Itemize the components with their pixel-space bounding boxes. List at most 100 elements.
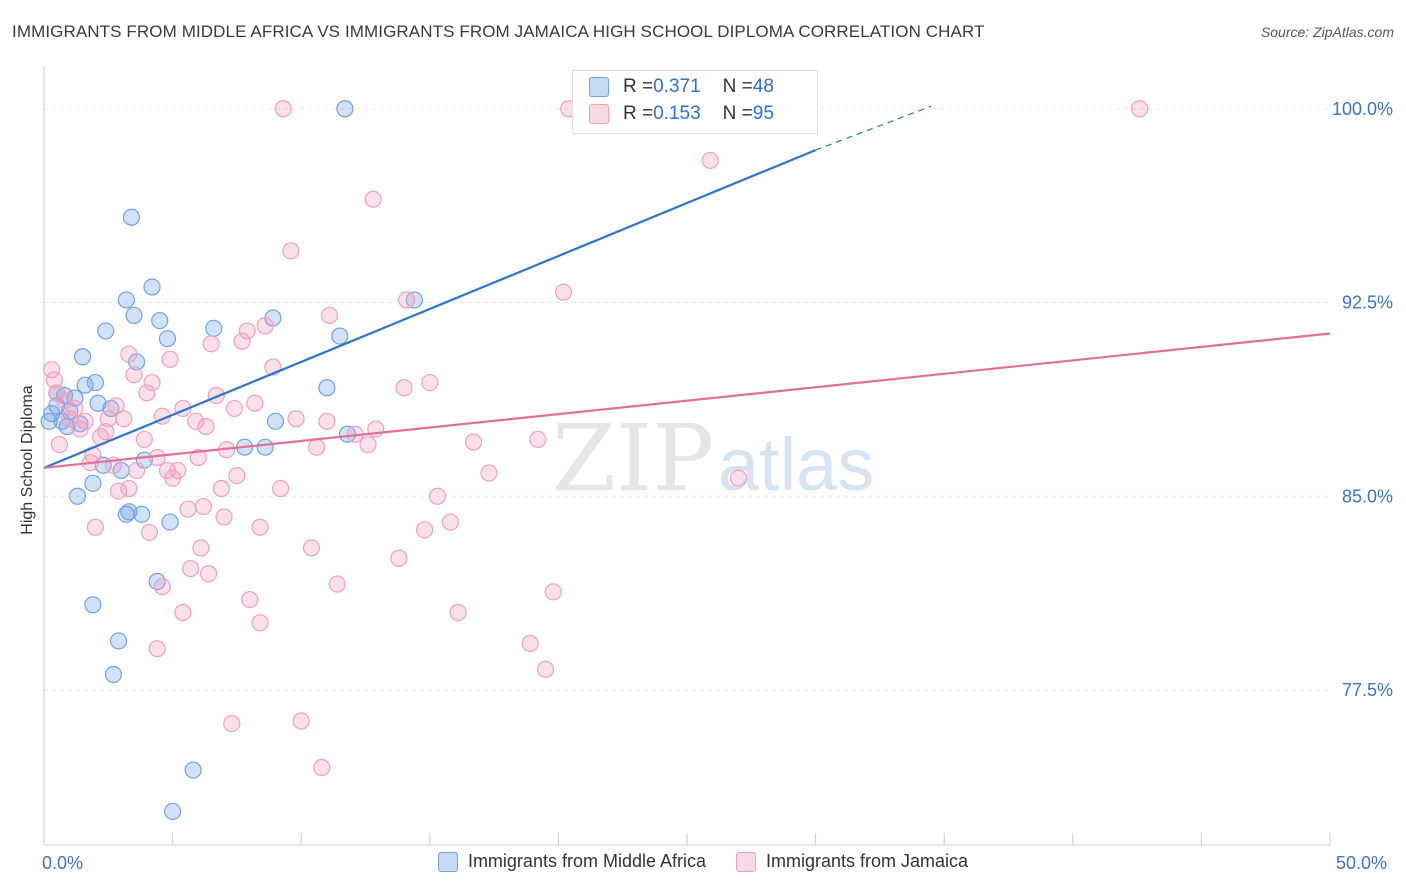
point-middle-africa [125, 306, 143, 325]
point-jamaica [274, 100, 292, 118]
point-jamaica [120, 479, 138, 498]
point-middle-africa [148, 572, 166, 591]
point-jamaica [251, 518, 269, 536]
data-points [40, 100, 1149, 821]
point-middle-africa [336, 100, 354, 118]
point-jamaica [120, 345, 138, 363]
stats-swatch-jamaica [589, 104, 609, 124]
point-jamaica [464, 433, 483, 451]
stats-row-middle-africa: R = 0.371 N = 48 [589, 76, 774, 98]
point-middle-africa [318, 379, 336, 397]
watermark-atlas: atlas [718, 423, 874, 506]
point-jamaica [143, 373, 161, 392]
point-jamaica [189, 448, 207, 467]
point-middle-africa [84, 474, 102, 492]
r-value: 0.153 [653, 103, 701, 124]
point-jamaica [66, 399, 84, 418]
n-label: N = [722, 76, 753, 97]
point-jamaica [76, 412, 94, 430]
point-jamaica [536, 660, 555, 678]
point-jamaica [287, 410, 305, 428]
point-jamaica [302, 539, 321, 557]
point-jamaica [308, 438, 326, 456]
trend-line-middle-africa [43, 149, 817, 469]
point-middle-africa [164, 802, 182, 821]
y-axis-label: High School Diploma [19, 385, 36, 535]
point-jamaica [215, 508, 233, 526]
legend-swatch-middle-africa [437, 851, 458, 872]
point-jamaica [153, 578, 171, 596]
point-jamaica [169, 461, 187, 480]
n-label: N = [722, 103, 753, 124]
chart-title: IMMIGRANTS FROM MIDDLE AFRICA VS IMMIGRA… [12, 22, 985, 41]
point-middle-africa [266, 412, 285, 430]
point-jamaica [125, 366, 143, 384]
point-jamaica [174, 603, 192, 622]
legend-label-jamaica: Immigrants from Jamaica [766, 851, 969, 871]
grid-lines [44, 108, 1330, 691]
point-middle-africa [84, 596, 102, 614]
point-middle-africa [122, 208, 141, 226]
trend-line-extension [815, 105, 932, 151]
point-jamaica [43, 361, 61, 379]
point-jamaica [328, 575, 346, 593]
point-jamaica [544, 583, 562, 601]
point-middle-africa [89, 394, 107, 412]
point-middle-africa [151, 311, 169, 330]
point-jamaica [109, 482, 128, 500]
point-jamaica [364, 190, 382, 208]
point-jamaica [359, 435, 377, 454]
point-jamaica [1131, 100, 1149, 118]
point-jamaica [729, 469, 748, 487]
point-jamaica [521, 634, 539, 653]
point-jamaica [313, 758, 331, 777]
point-jamaica [390, 549, 408, 567]
r-value: 0.371 [653, 76, 701, 97]
point-jamaica [421, 373, 439, 392]
point-middle-africa [40, 412, 58, 430]
point-middle-africa [76, 376, 94, 394]
point-jamaica [529, 430, 547, 449]
x-tick-label-min: 0.0% [42, 853, 84, 873]
legend: Immigrants from Middle Africa Immigrants… [0, 851, 1406, 872]
point-jamaica [212, 479, 231, 498]
point-middle-africa [73, 348, 92, 366]
point-jamaica [292, 712, 310, 730]
legend-swatch-jamaica [736, 851, 756, 872]
y-tick-label: 85.0% [1342, 486, 1393, 506]
point-jamaica [161, 350, 179, 368]
watermark: ZIP atlas [552, 405, 874, 512]
point-jamaica [127, 461, 146, 480]
point-jamaica [554, 283, 573, 301]
point-jamaica [398, 291, 416, 309]
point-middle-africa [120, 503, 138, 521]
n-value: 95 [752, 103, 774, 124]
point-middle-africa [133, 505, 151, 523]
point-jamaica [138, 384, 156, 402]
watermark-zip: ZIP [552, 405, 714, 512]
point-middle-africa [161, 513, 179, 531]
point-jamaica [187, 412, 205, 430]
point-jamaica [233, 332, 251, 350]
point-middle-africa [109, 632, 128, 650]
point-jamaica [428, 487, 447, 505]
point-jamaica [182, 559, 200, 578]
trend-line-jamaica [43, 332, 1331, 469]
stats-legend: R = 0.371 N = 48 R = 0.153 N = 95 [572, 70, 818, 134]
n-value: 48 [752, 76, 774, 97]
point-middle-africa [97, 322, 115, 340]
trend-lines [43, 105, 1331, 469]
point-middle-africa [68, 487, 87, 505]
point-jamaica [395, 379, 413, 397]
point-jamaica [50, 435, 69, 454]
point-jamaica [200, 565, 218, 583]
point-middle-africa [331, 327, 349, 345]
point-jamaica [320, 306, 339, 325]
point-jamaica [480, 464, 498, 482]
legend-item-middle-africa: Immigrants from Middle Africa [437, 851, 706, 872]
point-jamaica [86, 518, 105, 536]
r-label: R = [623, 103, 654, 124]
stats-row-jamaica: R = 0.153 N = 95 [589, 103, 774, 125]
point-jamaica [140, 523, 159, 542]
